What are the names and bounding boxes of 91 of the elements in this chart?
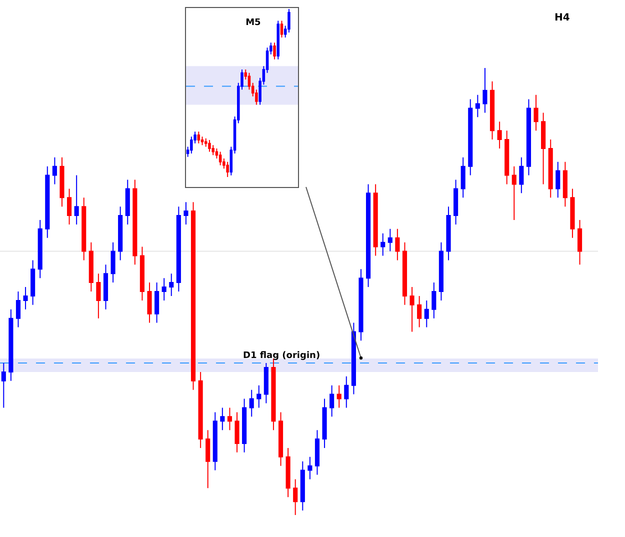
candlestick xyxy=(286,447,290,498)
candlestick xyxy=(454,179,458,225)
candlestick xyxy=(577,219,582,266)
candlestick xyxy=(218,151,222,166)
candlestick xyxy=(66,188,72,225)
candlestick xyxy=(519,156,524,194)
candlestick xyxy=(512,166,516,220)
candlestick xyxy=(562,161,568,208)
candlestick xyxy=(395,228,400,261)
candlestick xyxy=(82,197,86,261)
candlestick xyxy=(314,430,320,476)
candlestick xyxy=(570,188,575,238)
candlestick xyxy=(504,130,510,185)
candlestick xyxy=(308,456,312,480)
candlestick xyxy=(30,260,36,306)
candlestick xyxy=(280,20,284,38)
candlestick xyxy=(197,131,200,144)
candlestick xyxy=(45,166,50,238)
candlestick xyxy=(438,242,444,301)
candlestick xyxy=(125,179,130,225)
candlestick xyxy=(288,9,290,34)
candlestick xyxy=(147,282,152,324)
candlestick xyxy=(227,407,232,431)
candlestick xyxy=(1,362,6,408)
candlestick xyxy=(38,219,42,279)
candlestick xyxy=(190,202,196,390)
candlestick xyxy=(162,278,166,301)
candlestick xyxy=(336,384,342,408)
text: M5 xyxy=(246,18,261,28)
candlestick xyxy=(541,112,546,185)
candlestick xyxy=(220,407,225,431)
candlestick xyxy=(96,273,101,319)
candlestick xyxy=(206,430,210,489)
chart-title: H4 xyxy=(554,12,570,24)
candlestick xyxy=(526,98,532,176)
candlestick xyxy=(373,184,378,256)
candlestick xyxy=(273,42,276,60)
candlestick xyxy=(52,156,57,185)
candlestick xyxy=(74,174,79,225)
candlestick xyxy=(16,291,21,328)
candlestick xyxy=(556,161,560,198)
candlestick xyxy=(154,282,160,324)
candlestick xyxy=(460,156,466,198)
candlestick xyxy=(446,206,451,261)
candlestick xyxy=(534,94,538,132)
candlestick xyxy=(103,264,108,310)
candlestick xyxy=(322,398,327,448)
candlestick xyxy=(432,282,436,319)
candlestick xyxy=(8,308,14,382)
candlestick xyxy=(118,206,123,261)
candlestick xyxy=(366,184,371,288)
candlestick xyxy=(198,371,203,448)
candlestick xyxy=(330,384,334,418)
candlestick xyxy=(358,268,364,342)
candlestick xyxy=(110,242,116,284)
candlestick xyxy=(242,398,247,453)
candlestick xyxy=(351,322,356,395)
candlestick xyxy=(344,376,349,408)
candlestick xyxy=(264,362,268,404)
candlestick xyxy=(548,139,553,198)
candlestick xyxy=(278,412,284,466)
candlestick xyxy=(497,121,502,149)
candlestick xyxy=(23,286,28,310)
candlestick xyxy=(169,273,174,296)
candlestick xyxy=(276,20,280,60)
candlestick xyxy=(88,242,94,292)
candlestick xyxy=(140,246,144,301)
candlestick xyxy=(490,80,495,140)
candlestick xyxy=(424,300,429,328)
candlestick xyxy=(249,389,254,418)
candlestick xyxy=(132,179,138,266)
candlestick xyxy=(388,228,392,252)
candlestick xyxy=(402,242,408,306)
candlestick xyxy=(176,206,181,292)
candlestick xyxy=(475,94,480,118)
candlestick xyxy=(300,460,305,512)
candlestick xyxy=(60,156,64,208)
candlestick xyxy=(417,295,422,328)
ref-line-label: D1 flag (origin) xyxy=(243,351,320,361)
candlestick xyxy=(184,202,188,225)
candlestick xyxy=(226,161,229,177)
candlestick xyxy=(482,68,488,114)
candlestick xyxy=(234,412,240,453)
candlestick xyxy=(271,358,276,431)
candlestick xyxy=(468,98,473,176)
candlestick xyxy=(256,384,262,408)
candlestick xyxy=(410,286,414,332)
candlestick xyxy=(208,140,211,152)
candlestick xyxy=(380,232,386,256)
candlestick xyxy=(293,478,298,515)
candlestick xyxy=(212,412,218,471)
